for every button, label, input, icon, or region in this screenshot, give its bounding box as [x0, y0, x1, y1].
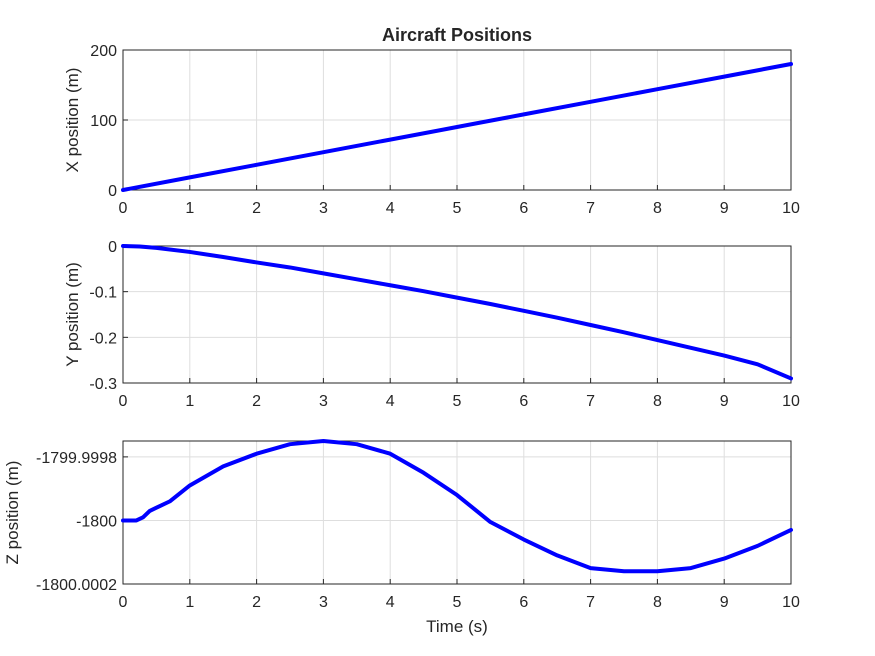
- y-position-xtick-label: 3: [319, 393, 328, 410]
- y-position-ytick-label: -0.1: [89, 285, 117, 302]
- x-position-xtick-label: 4: [386, 200, 395, 217]
- x-position-xtick-label: 6: [519, 200, 528, 217]
- z-position-xtick-label: 0: [119, 594, 128, 611]
- z-position-xtick-label: 7: [586, 594, 595, 611]
- x-position-ylabel: X position (m): [63, 68, 82, 173]
- figure-title: Aircraft Positions: [382, 25, 532, 45]
- x-position-xtick-label: 2: [252, 200, 261, 217]
- y-position-series-line: [121, 244, 793, 381]
- y-position-ytick-label: 0: [108, 239, 117, 256]
- z-position-xtick-label: 5: [453, 594, 462, 611]
- x-position-series-line: [121, 62, 793, 192]
- y-position-xtick-label: 1: [185, 393, 194, 410]
- x-position-ytick-label: 0: [108, 183, 117, 200]
- y-position-xtick-label: 0: [119, 393, 128, 410]
- y-position-ytick-label: -0.2: [89, 330, 117, 347]
- y-position-xtick-label: 10: [782, 393, 800, 410]
- z-position-ytick-label: -1800: [76, 513, 117, 530]
- x-position-xtick-label: 1: [185, 200, 194, 217]
- x-axis-label: Time (s): [426, 617, 488, 636]
- z-position-axes-box: [122, 440, 792, 585]
- y-position-xtick-label: 2: [252, 393, 261, 410]
- z-position-xtick-label: 3: [319, 594, 328, 611]
- x-position-xtick-label: 8: [653, 200, 662, 217]
- y-position-xtick-label: 6: [519, 393, 528, 410]
- x-position-ytick-label: 200: [90, 43, 117, 60]
- y-position-xtick-label: 9: [720, 393, 729, 410]
- y-position-xtick-label: 4: [386, 393, 395, 410]
- z-position-xtick-label: 1: [185, 594, 194, 611]
- x-position-xtick-label: 5: [453, 200, 462, 217]
- z-position-ytick-label: -1800.0002: [36, 577, 117, 594]
- y-position-ylabel: Y position (m): [63, 262, 82, 367]
- z-position-series-line: [121, 439, 793, 574]
- x-position-xtick-label: 9: [720, 200, 729, 217]
- y-position-ytick-label: -0.3: [89, 376, 117, 393]
- y-position-xtick-label: 5: [453, 393, 462, 410]
- y-position-subplot: 0 1 2 3 4 5 6 7 8 9 10 0 -0.1 -0.2 -0.3 Y position (m): [63, 239, 800, 410]
- y-position-xtick-label: 7: [586, 393, 595, 410]
- z-position-subplot: 0 1 2 3 4 5 6 7 8 9 10 -1799.9998 -1800 -1800.0002 Z p…: [3, 439, 800, 611]
- x-position-xtick-label: 0: [119, 200, 128, 217]
- z-position-xtick-label: 2: [252, 594, 261, 611]
- x-position-xtick-label: 3: [319, 200, 328, 217]
- z-position-xtick-label: 9: [720, 594, 729, 611]
- z-position-xtick-label: 10: [782, 594, 800, 611]
- x-position-axes-box: [122, 49, 792, 191]
- z-position-xtick-label: 6: [519, 594, 528, 611]
- z-position-ylabel: Z position (m): [3, 461, 22, 565]
- x-position-xtick-label: 7: [586, 200, 595, 217]
- x-position-ytick-label: 100: [90, 113, 117, 130]
- y-position-axes-box: [122, 245, 792, 384]
- z-position-ytick-label: -1799.9998: [36, 450, 117, 467]
- z-position-xtick-label: 4: [386, 594, 395, 611]
- y-position-xtick-label: 8: [653, 393, 662, 410]
- x-position-xtick-label: 10: [782, 200, 800, 217]
- z-position-xtick-label: 8: [653, 594, 662, 611]
